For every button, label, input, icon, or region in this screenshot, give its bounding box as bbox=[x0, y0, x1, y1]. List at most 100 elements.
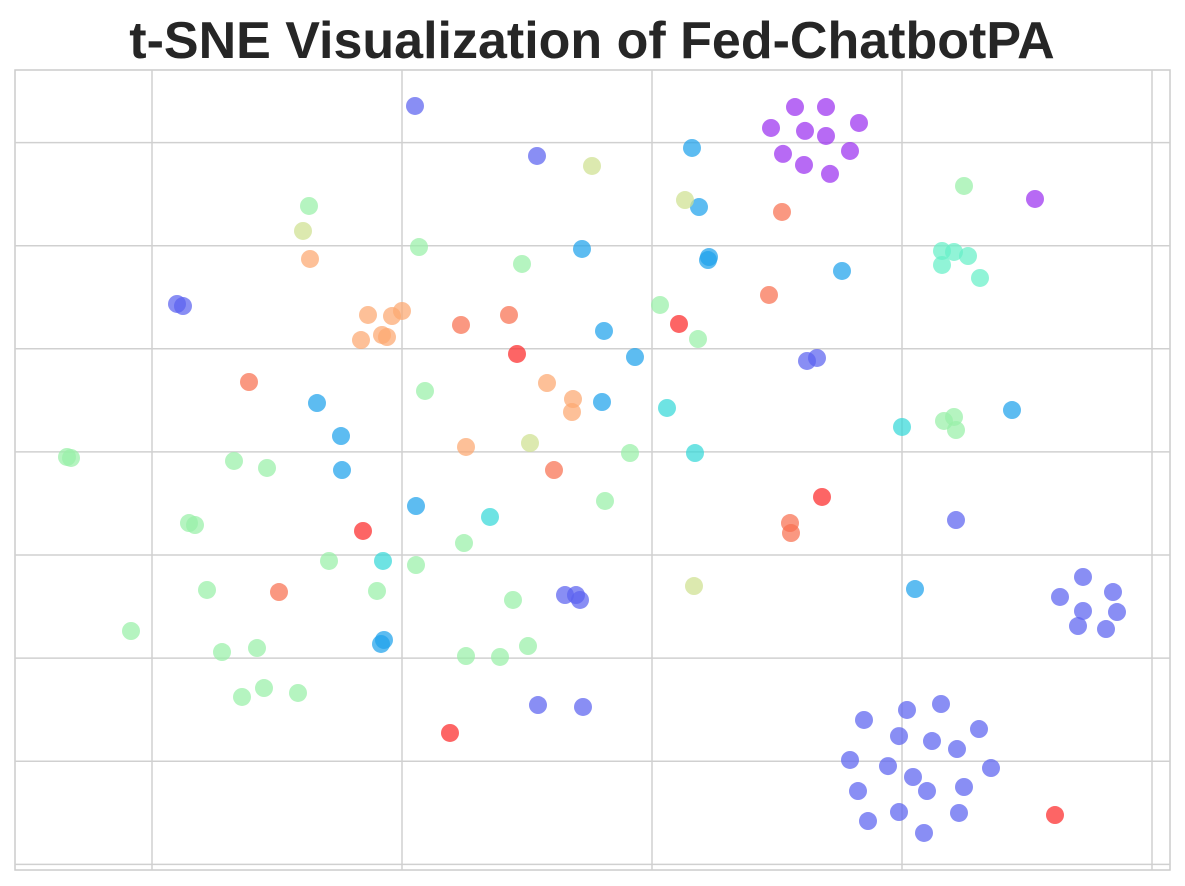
chart-title: t-SNE Visualization of Fed-ChatbotPA bbox=[129, 12, 1054, 70]
point bbox=[233, 687, 251, 706]
point bbox=[955, 176, 973, 195]
point bbox=[491, 647, 509, 666]
point bbox=[774, 144, 792, 163]
point bbox=[890, 803, 908, 822]
point bbox=[948, 740, 966, 759]
point bbox=[308, 394, 326, 413]
point bbox=[481, 507, 499, 526]
point bbox=[795, 155, 813, 174]
point bbox=[596, 491, 614, 510]
point bbox=[213, 643, 231, 662]
point bbox=[890, 727, 908, 746]
point bbox=[455, 534, 473, 553]
point bbox=[513, 254, 531, 273]
point bbox=[593, 393, 611, 412]
point bbox=[621, 444, 639, 463]
point bbox=[300, 196, 318, 215]
point bbox=[1069, 617, 1087, 636]
point bbox=[933, 255, 951, 274]
point bbox=[1051, 587, 1069, 606]
point bbox=[500, 305, 518, 324]
point bbox=[248, 639, 266, 658]
point bbox=[1046, 806, 1064, 825]
point bbox=[393, 301, 411, 320]
point bbox=[186, 516, 204, 535]
point bbox=[689, 330, 707, 349]
point bbox=[1074, 601, 1092, 620]
point bbox=[855, 710, 873, 729]
point bbox=[255, 679, 273, 698]
point bbox=[333, 461, 351, 480]
point bbox=[521, 434, 539, 453]
point bbox=[538, 374, 556, 393]
point bbox=[240, 372, 258, 391]
point bbox=[332, 427, 350, 446]
point bbox=[583, 156, 601, 175]
point bbox=[416, 381, 434, 400]
point bbox=[849, 782, 867, 801]
point bbox=[406, 96, 424, 115]
point bbox=[959, 247, 977, 266]
point bbox=[452, 315, 470, 334]
point bbox=[686, 444, 704, 463]
point bbox=[571, 590, 589, 609]
point bbox=[821, 164, 839, 183]
point bbox=[813, 487, 831, 506]
point bbox=[898, 700, 916, 719]
point bbox=[651, 295, 669, 314]
point bbox=[893, 417, 911, 436]
point bbox=[971, 268, 989, 287]
point bbox=[1026, 189, 1044, 208]
point bbox=[699, 251, 717, 270]
point bbox=[1074, 567, 1092, 586]
point bbox=[760, 285, 778, 304]
point bbox=[289, 683, 307, 702]
point bbox=[947, 511, 965, 530]
point bbox=[945, 242, 963, 261]
point bbox=[817, 126, 835, 145]
point bbox=[782, 524, 800, 543]
point bbox=[529, 696, 547, 715]
point bbox=[859, 812, 877, 831]
point bbox=[841, 141, 859, 160]
point bbox=[595, 321, 613, 340]
point bbox=[947, 421, 965, 440]
point bbox=[1104, 583, 1122, 602]
point bbox=[906, 580, 924, 599]
point bbox=[915, 823, 933, 842]
point bbox=[508, 344, 526, 363]
point bbox=[841, 750, 859, 769]
point bbox=[407, 497, 425, 516]
point bbox=[808, 348, 826, 367]
point bbox=[198, 580, 216, 599]
point bbox=[670, 314, 688, 333]
point bbox=[301, 249, 319, 268]
point bbox=[1097, 620, 1115, 639]
point bbox=[174, 297, 192, 316]
point bbox=[685, 577, 703, 596]
point bbox=[850, 113, 868, 132]
point bbox=[294, 221, 312, 240]
point bbox=[970, 720, 988, 739]
point bbox=[955, 777, 973, 796]
point bbox=[982, 759, 1000, 778]
point bbox=[320, 551, 338, 570]
point bbox=[1108, 603, 1126, 622]
point bbox=[545, 461, 563, 480]
point bbox=[528, 146, 546, 165]
point bbox=[796, 121, 814, 140]
point bbox=[563, 403, 581, 422]
point bbox=[368, 581, 386, 600]
point bbox=[918, 782, 936, 801]
point bbox=[904, 767, 922, 786]
point bbox=[762, 118, 780, 137]
point bbox=[519, 637, 537, 656]
point bbox=[817, 98, 835, 117]
point bbox=[457, 437, 475, 456]
point bbox=[270, 583, 288, 602]
point bbox=[352, 331, 370, 350]
point bbox=[950, 803, 968, 822]
point bbox=[786, 98, 804, 117]
point bbox=[658, 398, 676, 417]
